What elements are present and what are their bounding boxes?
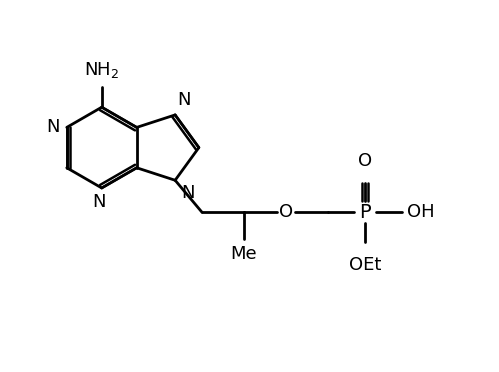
Text: NH$_2$: NH$_2$ (84, 60, 119, 80)
Text: O: O (279, 203, 293, 221)
Text: N: N (46, 118, 59, 137)
Text: N: N (181, 184, 195, 202)
Text: N: N (92, 193, 106, 211)
Text: N: N (178, 91, 191, 109)
Text: Me: Me (231, 245, 257, 263)
Text: P: P (359, 203, 371, 222)
Text: OH: OH (407, 203, 435, 221)
Text: OEt: OEt (349, 256, 382, 274)
Text: O: O (358, 153, 372, 170)
